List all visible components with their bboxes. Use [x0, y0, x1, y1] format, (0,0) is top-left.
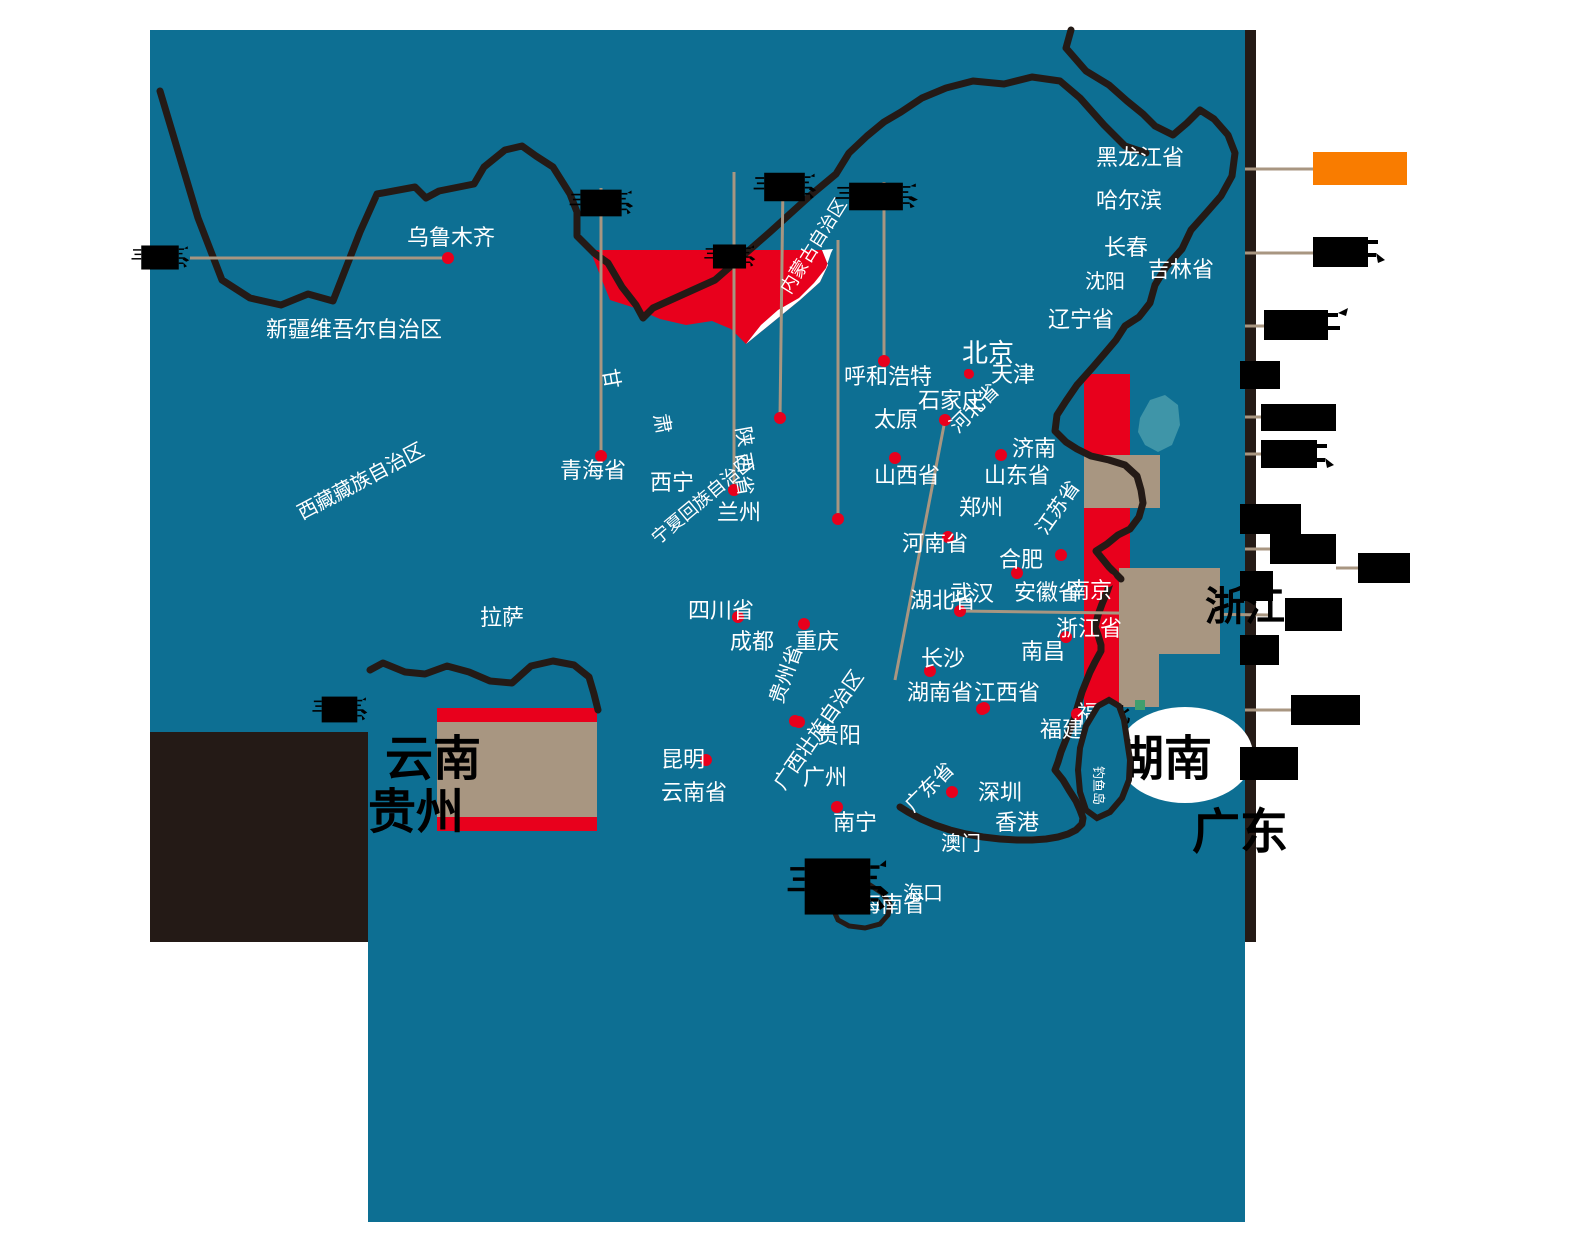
svg-text:黑龙江省: 黑龙江省 — [1096, 145, 1184, 170]
svg-text:昆明: 昆明 — [661, 747, 705, 772]
svg-text:湖北省: 湖北省 — [910, 588, 976, 613]
svg-text:天津: 天津 — [991, 362, 1035, 387]
svg-text:钓鱼岛: 钓鱼岛 — [1091, 766, 1106, 805]
svg-text:沈阳: 沈阳 — [1085, 270, 1125, 293]
svg-text:南宁: 南宁 — [833, 810, 877, 835]
svg-text:长沙: 长沙 — [921, 646, 965, 671]
svg-text:新疆维吾尔自治区: 新疆维吾尔自治区 — [266, 317, 442, 342]
svg-text:拉萨: 拉萨 — [480, 605, 524, 630]
svg-text:成都: 成都 — [730, 629, 774, 654]
svg-text:安徽省: 安徽省 — [1014, 580, 1080, 605]
svg-text:吉林省: 吉林省 — [1148, 257, 1214, 282]
svg-text:甘: 甘 — [598, 367, 624, 391]
svg-text:四川省: 四川省 — [688, 598, 754, 623]
svg-text:云南: 云南 — [385, 733, 481, 786]
svg-text:河南省: 河南省 — [902, 531, 968, 556]
svg-text:辽宁省: 辽宁省 — [1048, 307, 1114, 332]
svg-text:广州: 广州 — [803, 765, 847, 790]
svg-text:郑州: 郑州 — [959, 495, 1003, 520]
svg-text:西宁: 西宁 — [650, 470, 694, 495]
svg-text:合肥: 合肥 — [999, 547, 1043, 572]
svg-text:山西省: 山西省 — [874, 463, 940, 488]
svg-text:云南省: 云南省 — [661, 780, 727, 805]
svg-text:浙江: 浙江 — [1205, 585, 1285, 629]
svg-text:哈尔滨: 哈尔滨 — [1096, 188, 1162, 213]
svg-text:太原: 太原 — [874, 407, 918, 432]
svg-text:南昌: 南昌 — [1021, 639, 1065, 664]
svg-text:长春: 长春 — [1104, 235, 1148, 260]
svg-text:青海省: 青海省 — [560, 458, 626, 483]
svg-text:省: 省 — [731, 474, 757, 498]
svg-text:澳门: 澳门 — [941, 832, 981, 855]
svg-text:呼和浩特: 呼和浩特 — [844, 364, 932, 389]
svg-text:济南: 济南 — [1012, 436, 1056, 461]
svg-text:西: 西 — [731, 451, 756, 475]
svg-text:深圳: 深圳 — [978, 780, 1022, 805]
svg-text:陕: 陕 — [731, 425, 757, 449]
svg-text:乌鲁木齐: 乌鲁木齐 — [407, 225, 495, 250]
svg-text:贵州: 贵州 — [368, 786, 464, 839]
svg-text:江西省: 江西省 — [974, 680, 1040, 705]
svg-text:浙江省: 浙江省 — [1056, 616, 1122, 641]
svg-text:广东: 广东 — [1192, 806, 1288, 859]
svg-text:兰州: 兰州 — [717, 500, 761, 525]
svg-text:肃: 肃 — [649, 412, 675, 436]
svg-text:山东省: 山东省 — [984, 463, 1050, 488]
svg-text:香港: 香港 — [995, 810, 1039, 835]
svg-text:湖南省: 湖南省 — [907, 680, 973, 705]
svg-text:海口: 海口 — [903, 882, 943, 905]
